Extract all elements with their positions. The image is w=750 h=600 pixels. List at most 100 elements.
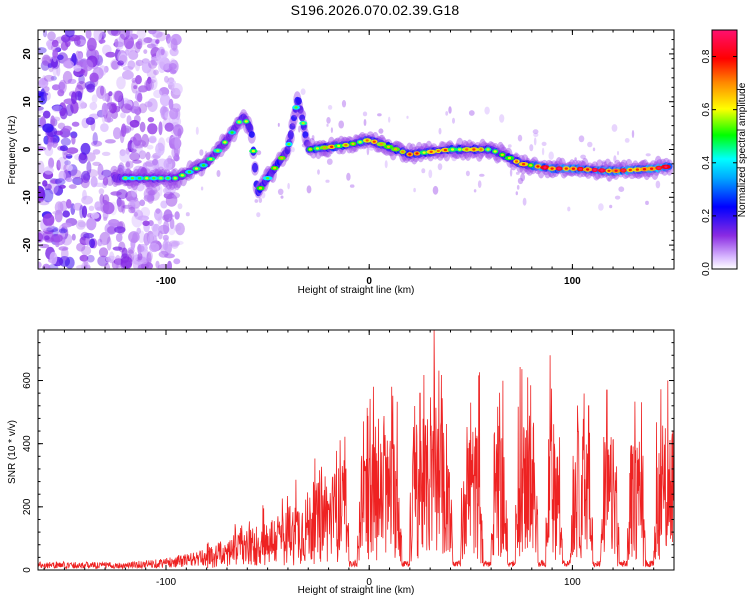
trace-core-hot: [650, 167, 654, 170]
trace-core-hot: [166, 177, 170, 180]
noise-blob: [153, 89, 163, 99]
trace-core-hot: [372, 140, 376, 143]
noise-blob: [58, 228, 68, 234]
noise-blob: [146, 186, 158, 196]
noise-blob: [125, 30, 133, 39]
noise-blob: [112, 90, 123, 102]
noise-blob: [62, 70, 73, 85]
noise-blob: [92, 132, 98, 146]
noise-blob: [79, 204, 84, 219]
noise-blob: [574, 157, 577, 162]
noise-blob: [54, 178, 66, 186]
noise-blob: [163, 220, 170, 235]
snr-frame: [37, 329, 675, 571]
trace-core-hot: [621, 169, 625, 172]
noise-blob: [86, 217, 97, 231]
noise-blob: [109, 103, 117, 114]
noise-blob: [160, 200, 168, 209]
noise-blob: [86, 83, 95, 93]
trace-core-hot: [187, 170, 191, 174]
noise-blob: [85, 152, 96, 162]
x-tick-label: 0: [366, 577, 372, 588]
noise-blob: [655, 180, 661, 189]
noise-blob: [166, 79, 176, 86]
noise-blob: [465, 170, 470, 177]
noise-blob: [43, 91, 51, 101]
trace-core-hot: [429, 150, 433, 153]
trace-core-hot: [564, 167, 568, 170]
trace-core-hot: [379, 143, 383, 146]
noise-blob: [522, 197, 527, 206]
noise-blob: [614, 195, 621, 200]
trace-core-hot: [536, 165, 540, 168]
noise-blob: [138, 150, 147, 160]
noise-blob: [445, 111, 449, 116]
noise-blob: [479, 173, 485, 177]
noise-blob: [317, 169, 320, 175]
noise-blob: [71, 233, 76, 241]
noise-blob: [598, 203, 604, 211]
trace-blob: [295, 97, 302, 105]
trace-blob: [304, 139, 310, 147]
trace-core-hot: [657, 166, 661, 170]
noise-blob: [507, 144, 512, 148]
noise-blob: [42, 110, 51, 119]
noise-blob: [592, 147, 596, 152]
noise-blob: [377, 113, 382, 117]
trace-core-hot: [216, 149, 220, 152]
noise-blob: [62, 210, 70, 218]
noise-blob: [341, 100, 347, 108]
trace-core-hot: [557, 167, 561, 170]
noise-blob: [155, 208, 161, 214]
noise-blob: [146, 251, 152, 266]
noise-blob: [326, 158, 333, 165]
trace-core-hot: [472, 148, 476, 151]
noise-blob: [330, 127, 333, 133]
trace-core-hot: [159, 177, 163, 180]
noise-blob: [173, 155, 180, 162]
noise-blob: [66, 199, 72, 209]
colorbar-label: Normalized spectral amplitude: [737, 82, 748, 217]
noise-blob: [145, 151, 151, 161]
y-tick-label: 400: [22, 435, 33, 452]
noise-blob: [158, 46, 165, 56]
trace-core-hot: [522, 163, 526, 166]
noise-blob: [601, 160, 607, 164]
noise-blob: [174, 136, 180, 150]
noise-blob: [117, 60, 124, 66]
noise-blob: [47, 138, 52, 151]
noise-blob: [102, 95, 108, 101]
trace-core-hot: [664, 165, 668, 168]
noise-blob: [86, 254, 95, 263]
noise-blob: [122, 70, 134, 80]
x-tick-label: 100: [564, 276, 581, 287]
noise-blob: [85, 30, 92, 39]
y-tick-label: 0: [22, 567, 33, 573]
noise-blob: [125, 160, 134, 169]
noise-blob: [473, 189, 477, 193]
noise-blob: [254, 199, 259, 203]
colorbar: 0.0 0.2 0.4 0.6 0.8 Normalized spectral ampl…: [701, 29, 748, 276]
noise-blob: [451, 153, 457, 162]
noise-blob: [413, 187, 416, 193]
trace-core-hot: [529, 164, 533, 167]
noise-blob: [137, 38, 143, 46]
noise-blob: [92, 149, 101, 155]
noise-blob: [129, 119, 140, 128]
trace-blob: [289, 123, 296, 130]
noise-blob: [76, 52, 83, 61]
noise-blob: [421, 168, 426, 174]
noise-blob: [144, 79, 154, 92]
trace-core-hot: [273, 166, 277, 170]
noise-blob: [50, 43, 61, 53]
noise-blob: [108, 91, 113, 97]
noise-blob: [173, 224, 182, 232]
noise-blob: [631, 130, 635, 138]
noise-blob: [162, 234, 169, 241]
noise-blob: [134, 143, 144, 149]
noise-blob: [256, 212, 261, 218]
noise-blob: [109, 251, 115, 262]
noise-blob: [75, 219, 86, 230]
noise-blob: [42, 188, 54, 203]
